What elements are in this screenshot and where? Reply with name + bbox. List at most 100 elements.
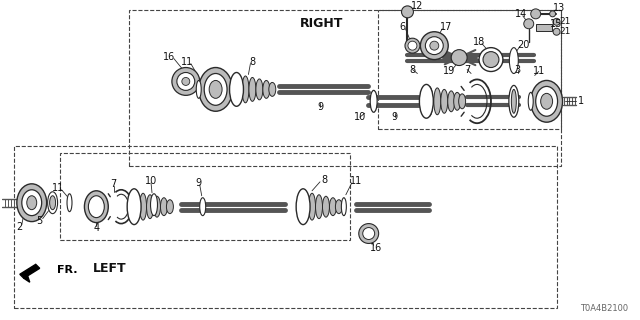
Text: 16: 16 bbox=[369, 244, 382, 253]
Text: 15: 15 bbox=[550, 19, 563, 29]
Ellipse shape bbox=[17, 184, 47, 221]
Text: RIGHT: RIGHT bbox=[300, 17, 344, 30]
Ellipse shape bbox=[154, 196, 161, 217]
Ellipse shape bbox=[541, 93, 552, 109]
Text: 17: 17 bbox=[440, 22, 452, 32]
Text: LEFT: LEFT bbox=[93, 262, 127, 275]
Circle shape bbox=[182, 77, 190, 85]
Text: 11: 11 bbox=[51, 183, 64, 193]
Ellipse shape bbox=[249, 77, 256, 101]
Ellipse shape bbox=[209, 80, 222, 98]
Ellipse shape bbox=[370, 90, 377, 112]
Circle shape bbox=[524, 19, 534, 29]
Ellipse shape bbox=[88, 196, 104, 218]
Circle shape bbox=[553, 28, 560, 35]
Ellipse shape bbox=[84, 191, 108, 223]
Text: 9: 9 bbox=[196, 178, 202, 188]
Text: 7: 7 bbox=[110, 179, 116, 189]
Text: 13: 13 bbox=[554, 3, 566, 13]
Text: 11: 11 bbox=[180, 57, 193, 67]
Text: 8: 8 bbox=[410, 65, 415, 75]
Ellipse shape bbox=[426, 37, 444, 55]
Ellipse shape bbox=[22, 190, 42, 216]
Text: 20: 20 bbox=[518, 40, 530, 50]
Ellipse shape bbox=[199, 68, 232, 111]
Circle shape bbox=[359, 224, 379, 244]
Ellipse shape bbox=[528, 92, 533, 110]
Ellipse shape bbox=[150, 194, 157, 216]
Ellipse shape bbox=[483, 52, 499, 68]
Text: 10: 10 bbox=[145, 176, 157, 186]
Bar bbox=[536, 24, 552, 31]
Ellipse shape bbox=[161, 198, 168, 216]
Text: T0A4B2100: T0A4B2100 bbox=[580, 304, 628, 313]
Ellipse shape bbox=[511, 89, 516, 113]
Ellipse shape bbox=[200, 198, 205, 216]
Ellipse shape bbox=[341, 198, 346, 216]
Ellipse shape bbox=[196, 80, 201, 98]
Ellipse shape bbox=[230, 73, 243, 106]
Ellipse shape bbox=[204, 74, 227, 105]
Ellipse shape bbox=[405, 38, 420, 53]
Ellipse shape bbox=[509, 48, 518, 74]
Ellipse shape bbox=[140, 193, 147, 220]
Ellipse shape bbox=[263, 80, 270, 98]
Ellipse shape bbox=[531, 80, 563, 122]
Ellipse shape bbox=[420, 32, 448, 60]
Text: 2: 2 bbox=[17, 221, 23, 232]
Ellipse shape bbox=[441, 89, 448, 113]
Ellipse shape bbox=[27, 196, 36, 210]
Text: 9: 9 bbox=[317, 102, 323, 112]
Text: 11: 11 bbox=[532, 67, 545, 76]
Ellipse shape bbox=[127, 189, 141, 225]
Text: 19: 19 bbox=[443, 67, 455, 76]
Ellipse shape bbox=[408, 41, 417, 50]
Text: 21: 21 bbox=[560, 17, 572, 26]
Text: 3: 3 bbox=[515, 65, 521, 75]
Ellipse shape bbox=[536, 86, 557, 116]
Ellipse shape bbox=[308, 193, 316, 220]
Text: 12: 12 bbox=[412, 1, 424, 11]
Text: 16: 16 bbox=[163, 52, 175, 61]
Ellipse shape bbox=[434, 88, 441, 115]
Ellipse shape bbox=[430, 41, 439, 50]
Circle shape bbox=[177, 73, 195, 90]
Ellipse shape bbox=[459, 94, 466, 109]
Text: 8: 8 bbox=[250, 57, 255, 67]
Text: 21: 21 bbox=[560, 27, 572, 36]
Ellipse shape bbox=[301, 192, 308, 221]
Ellipse shape bbox=[256, 79, 263, 100]
Circle shape bbox=[550, 11, 556, 17]
Ellipse shape bbox=[454, 92, 461, 110]
Ellipse shape bbox=[296, 189, 310, 225]
Text: 14: 14 bbox=[515, 9, 527, 19]
Text: 5: 5 bbox=[36, 216, 43, 226]
Ellipse shape bbox=[47, 192, 58, 214]
Text: FR.: FR. bbox=[56, 265, 77, 275]
Ellipse shape bbox=[330, 198, 337, 216]
Text: 6: 6 bbox=[399, 22, 406, 32]
Ellipse shape bbox=[132, 192, 140, 221]
Circle shape bbox=[531, 9, 541, 19]
Ellipse shape bbox=[323, 196, 330, 217]
Text: 11: 11 bbox=[349, 176, 362, 186]
Polygon shape bbox=[24, 276, 29, 282]
Text: 18: 18 bbox=[473, 37, 485, 47]
Text: 7: 7 bbox=[464, 65, 470, 75]
Ellipse shape bbox=[335, 200, 342, 214]
Text: 10: 10 bbox=[354, 112, 366, 122]
Ellipse shape bbox=[147, 195, 154, 219]
Ellipse shape bbox=[166, 200, 173, 214]
Text: 9: 9 bbox=[392, 112, 397, 122]
Circle shape bbox=[451, 50, 467, 66]
Ellipse shape bbox=[316, 195, 323, 219]
Ellipse shape bbox=[235, 75, 242, 104]
Circle shape bbox=[172, 68, 200, 95]
Circle shape bbox=[363, 228, 374, 239]
Ellipse shape bbox=[426, 86, 433, 116]
Ellipse shape bbox=[479, 48, 503, 71]
Polygon shape bbox=[20, 264, 40, 278]
Circle shape bbox=[401, 6, 413, 18]
Ellipse shape bbox=[269, 83, 276, 96]
Ellipse shape bbox=[448, 91, 454, 112]
